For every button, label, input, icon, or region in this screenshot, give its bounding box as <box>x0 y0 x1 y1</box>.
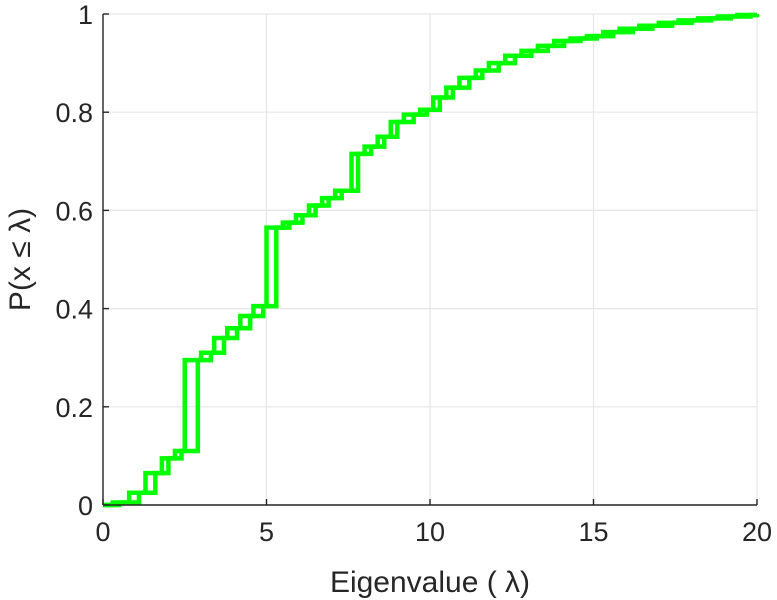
x-tick-label: 15 <box>578 517 608 547</box>
x-tick-label: 0 <box>95 517 110 547</box>
y-tick-label: 0 <box>78 491 93 521</box>
y-tick-label: 0.2 <box>55 393 93 423</box>
y-tick-label: 0.6 <box>55 196 93 226</box>
series-group <box>103 12 760 508</box>
x-tick-label: 10 <box>415 517 445 547</box>
tick-labels: 0 5 10 15 20 0 0.2 0.4 0.6 0.8 1 <box>55 0 772 547</box>
x-axis-label: Eigenvalue ( λ) <box>330 566 530 599</box>
y-axis-label: P(x ≤ λ) <box>4 208 37 311</box>
axes <box>102 13 758 506</box>
y-tick-label: 0.8 <box>55 98 93 128</box>
y-tick-label: 0.4 <box>55 295 93 325</box>
cdf-step-line-2 <box>103 12 760 508</box>
y-tick-label: 1 <box>78 0 93 30</box>
x-tick-label: 5 <box>259 517 274 547</box>
x-tick-label: 20 <box>742 517 772 547</box>
grid-lines <box>102 13 758 506</box>
